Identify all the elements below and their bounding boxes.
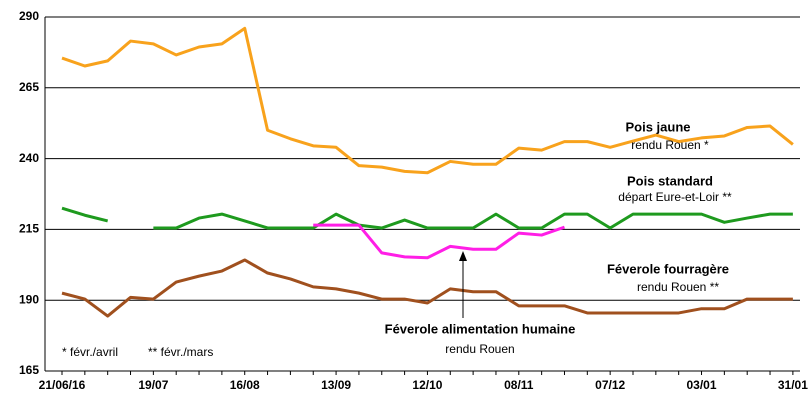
series-sublabel: départ Eure-et-Loir ** — [618, 190, 732, 204]
series-sublabel: rendu Rouen — [445, 342, 514, 356]
y-tick-label: 290 — [19, 9, 39, 23]
x-tick-label: 12/10 — [412, 378, 442, 392]
x-tick-label: 08/11 — [504, 378, 534, 392]
series-line — [61, 26, 794, 175]
footnote: * févr./avril — [62, 345, 118, 359]
series-sublabel: rendu Rouen ** — [637, 280, 719, 294]
series-sublabel: rendu Rouen * — [631, 138, 709, 152]
series-line — [61, 258, 793, 318]
y-tick-label: 265 — [19, 80, 39, 94]
arrow-head — [459, 251, 467, 261]
y-tick-label: 240 — [19, 151, 39, 165]
x-tick-label: 13/09 — [321, 378, 351, 392]
series-label: Pois standard — [627, 173, 713, 188]
series-label: Féverole alimentation humaine — [385, 321, 576, 336]
series-label: Féverole fourragère — [607, 261, 729, 276]
y-tick-label: 190 — [19, 292, 39, 306]
series-label: Pois jaune — [625, 119, 690, 134]
x-tick-label: 07/12 — [595, 378, 625, 392]
x-tick-label: 16/08 — [230, 378, 260, 392]
x-tick-label: 21/06/16 — [39, 378, 86, 392]
y-tick-label: 215 — [19, 222, 39, 236]
series-line — [313, 223, 565, 260]
x-tick-label: 19/07 — [138, 378, 168, 392]
x-tick-label: 03/01 — [687, 378, 717, 392]
y-tick-label: 165 — [19, 363, 39, 377]
series-line — [61, 206, 793, 230]
x-tick-label: 31/01 — [778, 378, 808, 392]
footnote: ** févr./mars — [148, 345, 213, 359]
